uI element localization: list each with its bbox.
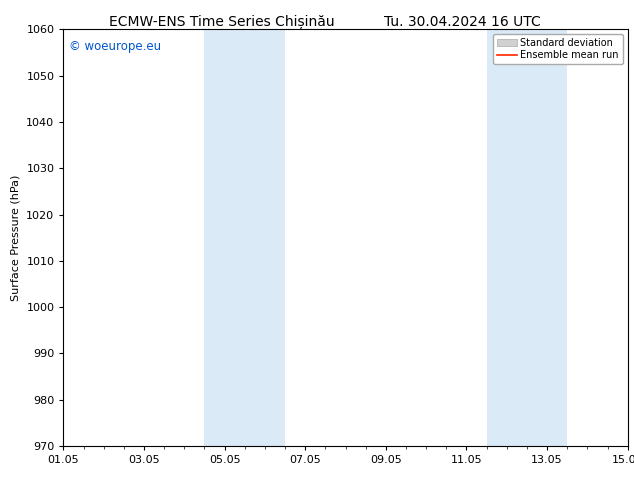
Bar (487, 29, 567, 446)
Text: ECMW-ENS Time Series Chișinău: ECMW-ENS Time Series Chișinău (109, 15, 335, 29)
Y-axis label: Surface Pressure (hPa): Surface Pressure (hPa) (11, 174, 21, 301)
Text: © woeurope.eu: © woeurope.eu (69, 40, 161, 53)
Text: Tu. 30.04.2024 16 UTC: Tu. 30.04.2024 16 UTC (384, 15, 541, 29)
Bar (204, 29, 285, 446)
Legend: Standard deviation, Ensemble mean run: Standard deviation, Ensemble mean run (493, 34, 623, 64)
